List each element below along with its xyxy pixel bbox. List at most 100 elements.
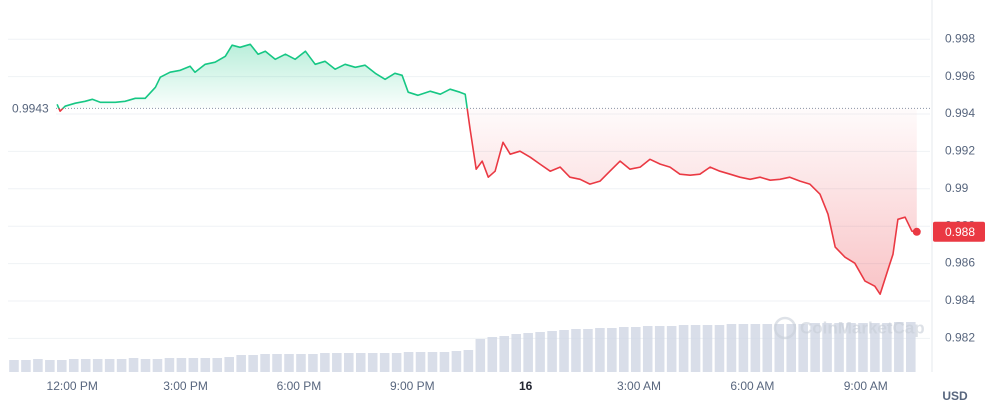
volume-bar <box>248 355 258 372</box>
volume-bar <box>284 354 294 372</box>
volume-bar <box>391 353 402 372</box>
y-tick-label: 0.998 <box>945 31 975 45</box>
volume-bar <box>894 322 904 372</box>
volume-bar <box>344 353 354 372</box>
volume-bar <box>260 354 270 372</box>
volume-bar <box>798 324 808 372</box>
currency-label: USD <box>942 389 968 403</box>
volume-bar <box>619 327 629 372</box>
x-tick-label: 6:00 AM <box>730 379 774 393</box>
volume-bar <box>236 355 246 372</box>
x-tick-label: 6:00 PM <box>277 379 322 393</box>
volume-bar <box>786 324 797 372</box>
volume-bar <box>308 354 318 372</box>
volume-bar <box>188 358 199 372</box>
volume-bar <box>726 324 737 372</box>
volume-bar <box>870 323 880 372</box>
volume-bar <box>45 360 55 372</box>
y-tick-label: 0.994 <box>945 106 975 120</box>
x-tick-label: 3:00 AM <box>617 379 661 393</box>
volume-bar <box>666 326 677 372</box>
volume-bar <box>332 353 342 372</box>
volume-bar <box>499 336 510 372</box>
volume-bar <box>523 333 533 372</box>
x-tick-label: 16 <box>519 379 533 393</box>
volume-bar <box>9 360 19 372</box>
volume-bar <box>822 323 832 372</box>
current-price-box <box>933 221 985 242</box>
y-tick-label: 0.986 <box>945 256 975 270</box>
volume-bar <box>116 359 127 372</box>
volume-bar <box>642 326 653 372</box>
volume-bar <box>702 325 713 372</box>
y-tick-label: 0.984 <box>945 293 975 307</box>
volume-bar <box>415 352 426 372</box>
volume-bar <box>762 324 773 372</box>
price-line <box>56 43 917 295</box>
volume-bar <box>355 353 366 372</box>
volume-bar <box>379 353 390 372</box>
volume-bar <box>176 358 187 372</box>
volume-bar <box>654 326 665 372</box>
y-tick-label: 0.982 <box>945 331 975 345</box>
volume-bar <box>272 354 282 372</box>
volume-bar <box>607 328 617 372</box>
volume-bar <box>403 352 414 372</box>
y-tick-label: 0.99 <box>945 181 969 195</box>
volume-bar <box>475 339 486 372</box>
y-tick-label: 0.992 <box>945 144 975 158</box>
volume-bar <box>92 359 103 372</box>
watermark-logo <box>773 316 797 340</box>
y-tick-label: 0.996 <box>945 69 975 83</box>
volume-bar <box>320 353 330 372</box>
volume-bar <box>439 352 450 372</box>
volume-bar <box>152 359 163 372</box>
volume-bar <box>33 359 43 372</box>
volume-bar <box>858 323 868 372</box>
volume-bar <box>559 330 569 372</box>
volume-bar <box>846 323 856 372</box>
volume-bar <box>738 324 749 372</box>
reference-label: 0.9943 <box>12 102 49 116</box>
volume-bar <box>104 359 115 372</box>
volume-bar <box>212 358 223 372</box>
x-tick-label: 3:00 PM <box>163 379 208 393</box>
volume-bar <box>463 350 474 372</box>
volume-bar <box>834 323 844 372</box>
last-price-dot <box>912 227 921 236</box>
volume-bar <box>487 337 498 372</box>
price-area <box>57 44 917 295</box>
volume-bar <box>200 358 211 372</box>
x-tick-label: 9:00 AM <box>844 379 888 393</box>
volume-bar <box>128 358 139 372</box>
volume-bar <box>68 359 79 372</box>
volume-bar <box>535 332 545 372</box>
volume-bar <box>906 322 916 372</box>
volume-bar <box>296 354 306 372</box>
volume-bar <box>630 327 641 372</box>
volume-bar <box>427 352 438 372</box>
volume-bar <box>882 323 892 372</box>
watermark: CoinMarketCap <box>800 318 925 337</box>
volume-bar <box>164 358 175 372</box>
volume-bar <box>714 325 725 372</box>
volume-bar <box>595 328 605 372</box>
volume-bar <box>140 359 151 372</box>
current-price-label: 0.988 <box>945 225 975 239</box>
x-tick-label: 12:00 PM <box>47 379 98 393</box>
volume-bar <box>774 324 785 372</box>
volume-bar <box>690 325 701 372</box>
volume-bar <box>511 334 521 372</box>
volume-bar <box>21 360 31 372</box>
x-tick-label: 9:00 PM <box>390 379 435 393</box>
volume-bar <box>547 331 557 372</box>
volume-bar <box>80 359 91 372</box>
volume-bar <box>571 329 581 372</box>
reference-label-bg <box>8 99 56 118</box>
volume-bar <box>810 323 820 372</box>
volume-bar <box>367 353 378 372</box>
volume-bar <box>750 324 761 372</box>
volume-bar <box>678 325 689 372</box>
volume-bar <box>224 357 234 372</box>
